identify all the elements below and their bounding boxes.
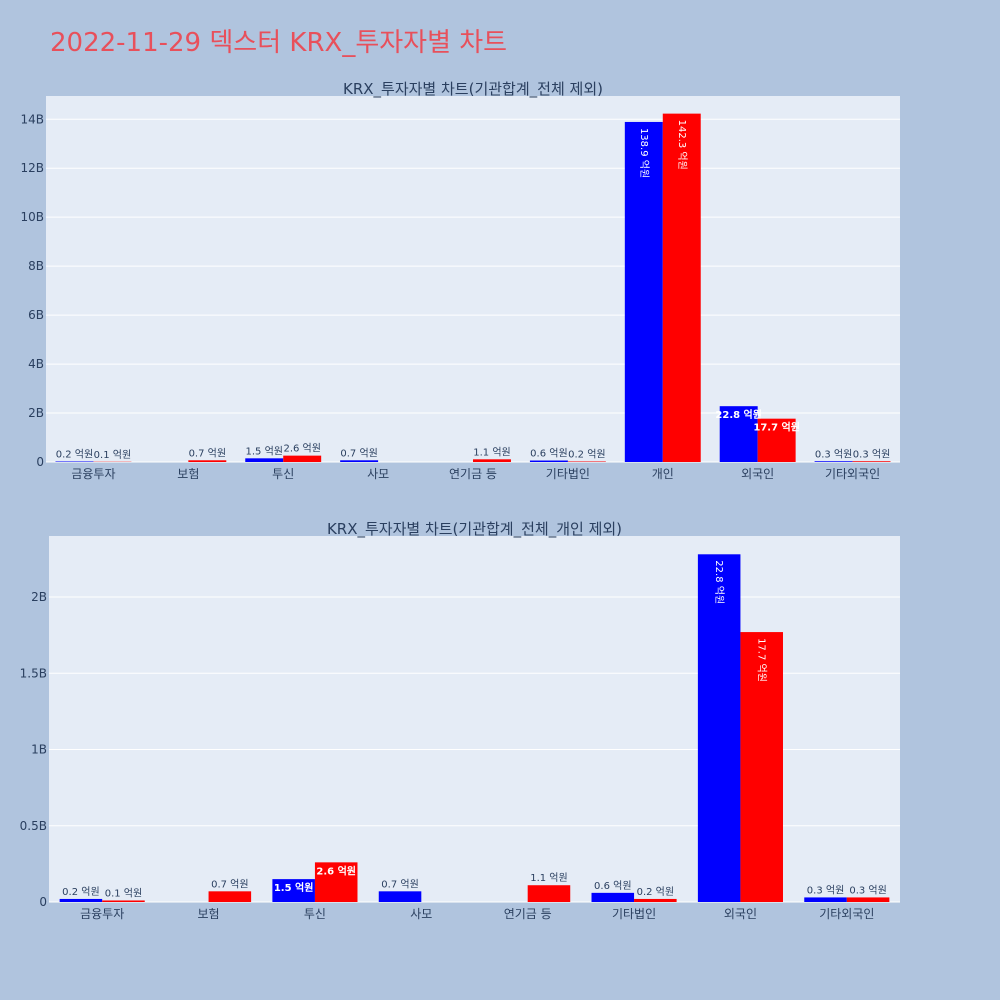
data-label: 2.6 억원 bbox=[283, 443, 320, 455]
data-label: 0.2 억원 bbox=[62, 886, 99, 898]
x-tick-label: 보험 bbox=[177, 467, 199, 481]
bar bbox=[814, 461, 853, 462]
x-tick-label: 투신 bbox=[304, 907, 326, 921]
bar bbox=[719, 406, 758, 462]
data-label: 0.7 억원 bbox=[381, 878, 418, 890]
chart-title: KRX_투자자별 차트(기관합계_전체_개인 제외) bbox=[327, 520, 622, 539]
data-label: 2.6 억원 bbox=[316, 864, 356, 877]
x-tick-label: 기타법인 bbox=[612, 907, 656, 921]
data-label: 0.1 억원 bbox=[105, 887, 142, 899]
x-tick-label: 금융투자 bbox=[80, 907, 124, 921]
data-label: 1.1 억원 bbox=[473, 446, 510, 458]
data-label: 0.7 억원 bbox=[189, 447, 226, 459]
x-tick-label: 연기금 등 bbox=[504, 907, 552, 921]
y-tick-label: 0 bbox=[39, 895, 47, 909]
y-tick-label: 12B bbox=[20, 161, 44, 175]
x-tick-label: 투신 bbox=[272, 467, 294, 481]
data-label: 22.8 억원 bbox=[715, 408, 762, 421]
bar bbox=[697, 554, 741, 902]
y-tick-label: 10B bbox=[20, 210, 44, 224]
y-tick-label: 14B bbox=[20, 112, 44, 126]
x-tick-label: 사모 bbox=[367, 467, 389, 481]
data-label: 17.7 억원 bbox=[753, 421, 800, 434]
bar bbox=[662, 113, 701, 462]
data-label: 0.2 억원 bbox=[568, 449, 605, 461]
x-tick-label: 사모 bbox=[410, 907, 432, 921]
data-label: 142.3 억원 bbox=[676, 120, 688, 170]
bar bbox=[473, 459, 511, 462]
y-tick-label: 0.5B bbox=[20, 819, 47, 833]
data-label: 0.7 억원 bbox=[340, 447, 377, 459]
bar bbox=[102, 900, 145, 902]
y-tick-label: 1B bbox=[31, 743, 47, 757]
x-tick-label: 외국인 bbox=[724, 907, 757, 921]
data-label: 0.1 억원 bbox=[94, 449, 131, 461]
y-tick-label: 2B bbox=[31, 590, 47, 604]
data-label: 17.7 억원 bbox=[756, 638, 768, 682]
data-label: 0.6 억원 bbox=[530, 448, 567, 460]
data-label: 0.7 억원 bbox=[211, 878, 248, 890]
bar bbox=[846, 897, 890, 902]
bar bbox=[340, 460, 379, 462]
x-tick-label: 연기금 등 bbox=[449, 467, 497, 481]
bar bbox=[804, 897, 847, 902]
data-label: 0.6 억원 bbox=[594, 880, 631, 892]
bar bbox=[283, 455, 322, 462]
bar bbox=[208, 891, 252, 902]
x-tick-label: 보험 bbox=[198, 907, 220, 921]
bar bbox=[59, 898, 103, 902]
data-label: 0.2 억원 bbox=[637, 886, 674, 898]
y-tick-label: 6B bbox=[28, 308, 44, 322]
bar bbox=[740, 632, 783, 902]
x-tick-label: 기타외국인 bbox=[825, 467, 880, 481]
chart-title: KRX_투자자별 차트(기관합계_전체 제외) bbox=[343, 80, 603, 99]
bar bbox=[188, 460, 227, 462]
x-tick-label: 외국인 bbox=[741, 467, 774, 481]
plot-area bbox=[46, 96, 900, 462]
y-tick-label: 1.5B bbox=[20, 666, 47, 680]
bar bbox=[852, 461, 891, 462]
data-label: 1.1 억원 bbox=[530, 872, 567, 884]
bar bbox=[529, 460, 568, 462]
data-label: 0.3 억원 bbox=[849, 884, 886, 896]
data-label: 0.3 억원 bbox=[807, 884, 844, 896]
bar bbox=[245, 458, 284, 462]
bar bbox=[757, 418, 796, 462]
page-title: 2022-11-29 덱스터 KRX_투자자별 차트 bbox=[50, 28, 508, 58]
bar bbox=[591, 892, 635, 902]
y-tick-label: 8B bbox=[28, 259, 44, 273]
x-tick-label: 금융투자 bbox=[71, 467, 115, 481]
data-label: 1.5 억원 bbox=[274, 881, 314, 894]
x-tick-label: 개인 bbox=[652, 467, 674, 481]
bar bbox=[378, 891, 422, 902]
x-tick-label: 기타법인 bbox=[546, 467, 590, 481]
bar bbox=[314, 862, 358, 902]
y-tick-label: 4B bbox=[28, 357, 44, 371]
data-label: 22.8 억원 bbox=[713, 560, 725, 604]
chart-top: KRX_투자자별 차트(기관합계_전체 제외) 0 2B 4B 6B 8B 10B 12B 14… bbox=[20, 80, 900, 481]
data-label: 0.2 억원 bbox=[56, 449, 93, 461]
y-tick-label: 2B bbox=[28, 406, 44, 420]
bar bbox=[634, 898, 677, 902]
y-tick-label: 0 bbox=[36, 455, 44, 469]
bar bbox=[624, 121, 663, 462]
bar bbox=[272, 879, 315, 902]
data-label: 138.9 억원 bbox=[638, 128, 650, 178]
data-label: 0.3 억원 bbox=[853, 448, 890, 460]
bar bbox=[527, 885, 571, 902]
x-tick-label: 기타외국인 bbox=[819, 907, 874, 921]
data-label: 1.5 억원 bbox=[246, 445, 283, 457]
data-label: 0.3 억원 bbox=[815, 448, 852, 460]
